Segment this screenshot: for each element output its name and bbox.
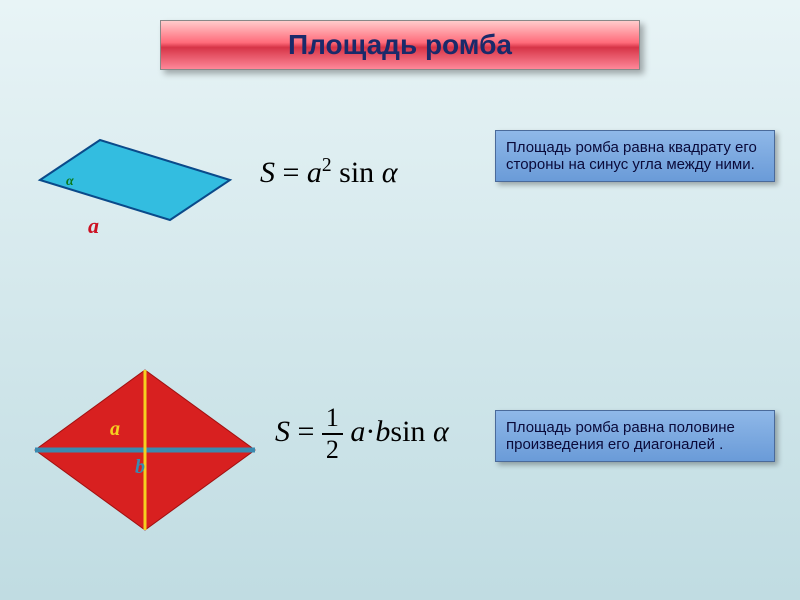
f2-den: 2 — [322, 435, 343, 463]
f1-fn: sin — [332, 156, 382, 189]
side-label-a: a — [88, 213, 99, 239]
f1-angle: α — [382, 156, 398, 189]
page-title: Площадь ромба — [288, 29, 512, 61]
f2-var2: b — [375, 415, 390, 448]
angle-label-alpha: α — [66, 174, 74, 189]
info-box-side: Площадь ромба равна квадрату его стороны… — [495, 130, 775, 182]
formula-diagonals: S = 12 a·bsin α — [275, 405, 449, 463]
info-box-diagonals: Площадь ромба равна половине произведени… — [495, 410, 775, 462]
f2-angle: α — [433, 415, 449, 448]
rhombus-diagonals-diagram: a b — [25, 365, 265, 550]
f1-exp: 2 — [322, 155, 332, 176]
f2-num: 1 — [322, 405, 343, 435]
f1-var: a — [307, 156, 322, 189]
f2-var1: a — [350, 415, 365, 448]
f2-frac: 12 — [322, 405, 343, 463]
rhombus1-svg: α — [30, 135, 240, 245]
rhombus-side-diagram: α a — [30, 135, 240, 250]
title-banner: Площадь ромба — [160, 20, 640, 70]
f1-eq: = — [275, 156, 307, 189]
f1-lhs: S — [260, 156, 275, 189]
f2-lhs: S — [275, 415, 290, 448]
f2-eq: = — [290, 415, 322, 448]
rhombus2-svg: a b — [25, 365, 265, 545]
f2-fn: sin — [390, 415, 433, 448]
diag-label-a: a — [110, 418, 120, 440]
diag-label-b: b — [135, 456, 145, 478]
info1-text: Площадь ромба равна квадрату его стороны… — [506, 139, 757, 173]
info2-text: Площадь ромба равна половине произведени… — [506, 419, 735, 453]
f2-dot: · — [365, 415, 375, 448]
formula-side: S = a2 sin α — [260, 155, 397, 190]
